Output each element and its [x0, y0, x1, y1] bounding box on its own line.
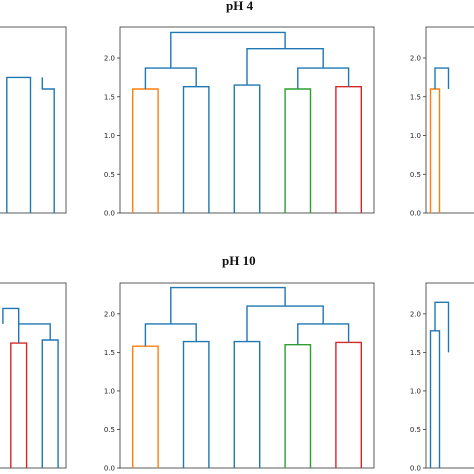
dendrogram-link: [297, 323, 350, 345]
y-tick-label: 2.0: [104, 55, 115, 63]
y-tick-label: 0.0: [104, 210, 115, 218]
title-ph4: pH 4: [226, 0, 254, 13]
y-tick-label: 1.5: [104, 349, 115, 357]
y-tick-label: 2.0: [104, 310, 115, 318]
dendrogram-link: [144, 67, 197, 89]
dendrogram-panel-4: [0, 282, 67, 469]
axes-frame: [119, 26, 375, 214]
y-tick-label: 1.0: [104, 132, 115, 140]
y-tick-label: 1.5: [410, 349, 421, 357]
y-tick-label: 2.0: [410, 55, 421, 63]
dendrogram-panel-6: 0.0 0.5 1.0 1.5 2.0: [410, 282, 474, 473]
dendrogram-link: [335, 85, 362, 213]
dendrogram-link: [2, 307, 20, 324]
dendrogram-link: [429, 88, 441, 213]
y-tick-label: 0.0: [410, 210, 421, 218]
y-tick-label: 1.0: [104, 387, 115, 395]
dendrogram-link: [434, 67, 450, 89]
y-tick-label: 0.5: [410, 171, 421, 179]
dendrogram-link: [10, 342, 28, 468]
y-tick-label: 0.5: [410, 426, 421, 434]
axes-frame: [0, 26, 67, 214]
dendrogram-link: [429, 330, 441, 468]
y-tick-label: 1.0: [410, 387, 421, 395]
dendrogram-link: [144, 323, 197, 347]
y-tick-label: 1.5: [410, 93, 421, 101]
dendrogram-link: [297, 67, 350, 89]
y-tick-label: 1.5: [104, 93, 115, 101]
y-tick-label: 0.5: [104, 171, 115, 179]
axes-frame: [425, 282, 474, 469]
dendrogram-link: [284, 344, 312, 468]
dendrogram-link: [6, 76, 32, 213]
y-tick-label: 1.0: [410, 132, 421, 140]
y-tick-label: 0.0: [410, 465, 421, 473]
dendrogram-link: [246, 48, 324, 86]
dendrogram-link: [170, 286, 286, 324]
dendrogram-link: [233, 84, 261, 213]
dendrogram-link: [284, 88, 312, 213]
title-ph10: pH 10: [222, 253, 256, 268]
dendrogram-link: [131, 345, 159, 468]
dendrogram-panel-5: 0.0 0.5 1.0 1.5 2.0: [104, 282, 375, 473]
dendrogram-link: [170, 31, 286, 69]
dendrogram-link: [41, 77, 55, 213]
dendrogram-panel-3: 0.0 0.5 1.0 1.5 2.0: [410, 26, 474, 218]
axes-frame: [425, 26, 474, 214]
dendrogram-link: [233, 340, 261, 468]
dendrogram-link: [182, 340, 210, 468]
dendrogram-link: [182, 85, 210, 213]
axes-frame: [0, 282, 67, 469]
y-tick-label: 0.5: [104, 426, 115, 434]
dendrogram-link: [434, 301, 450, 353]
axes-frame: [119, 282, 375, 469]
dendrogram-link: [131, 88, 159, 213]
dendrogram-panel-1: [0, 26, 67, 214]
dendrogram-link: [41, 339, 59, 468]
dendrogram-link: [18, 323, 51, 344]
dendrogram-panel-2: 0.0 0.5 1.0 1.5 2.0: [104, 26, 375, 218]
y-tick-label: 2.0: [410, 310, 421, 318]
y-tick-label: 0.0: [104, 465, 115, 473]
dendrogram-link: [335, 341, 362, 468]
